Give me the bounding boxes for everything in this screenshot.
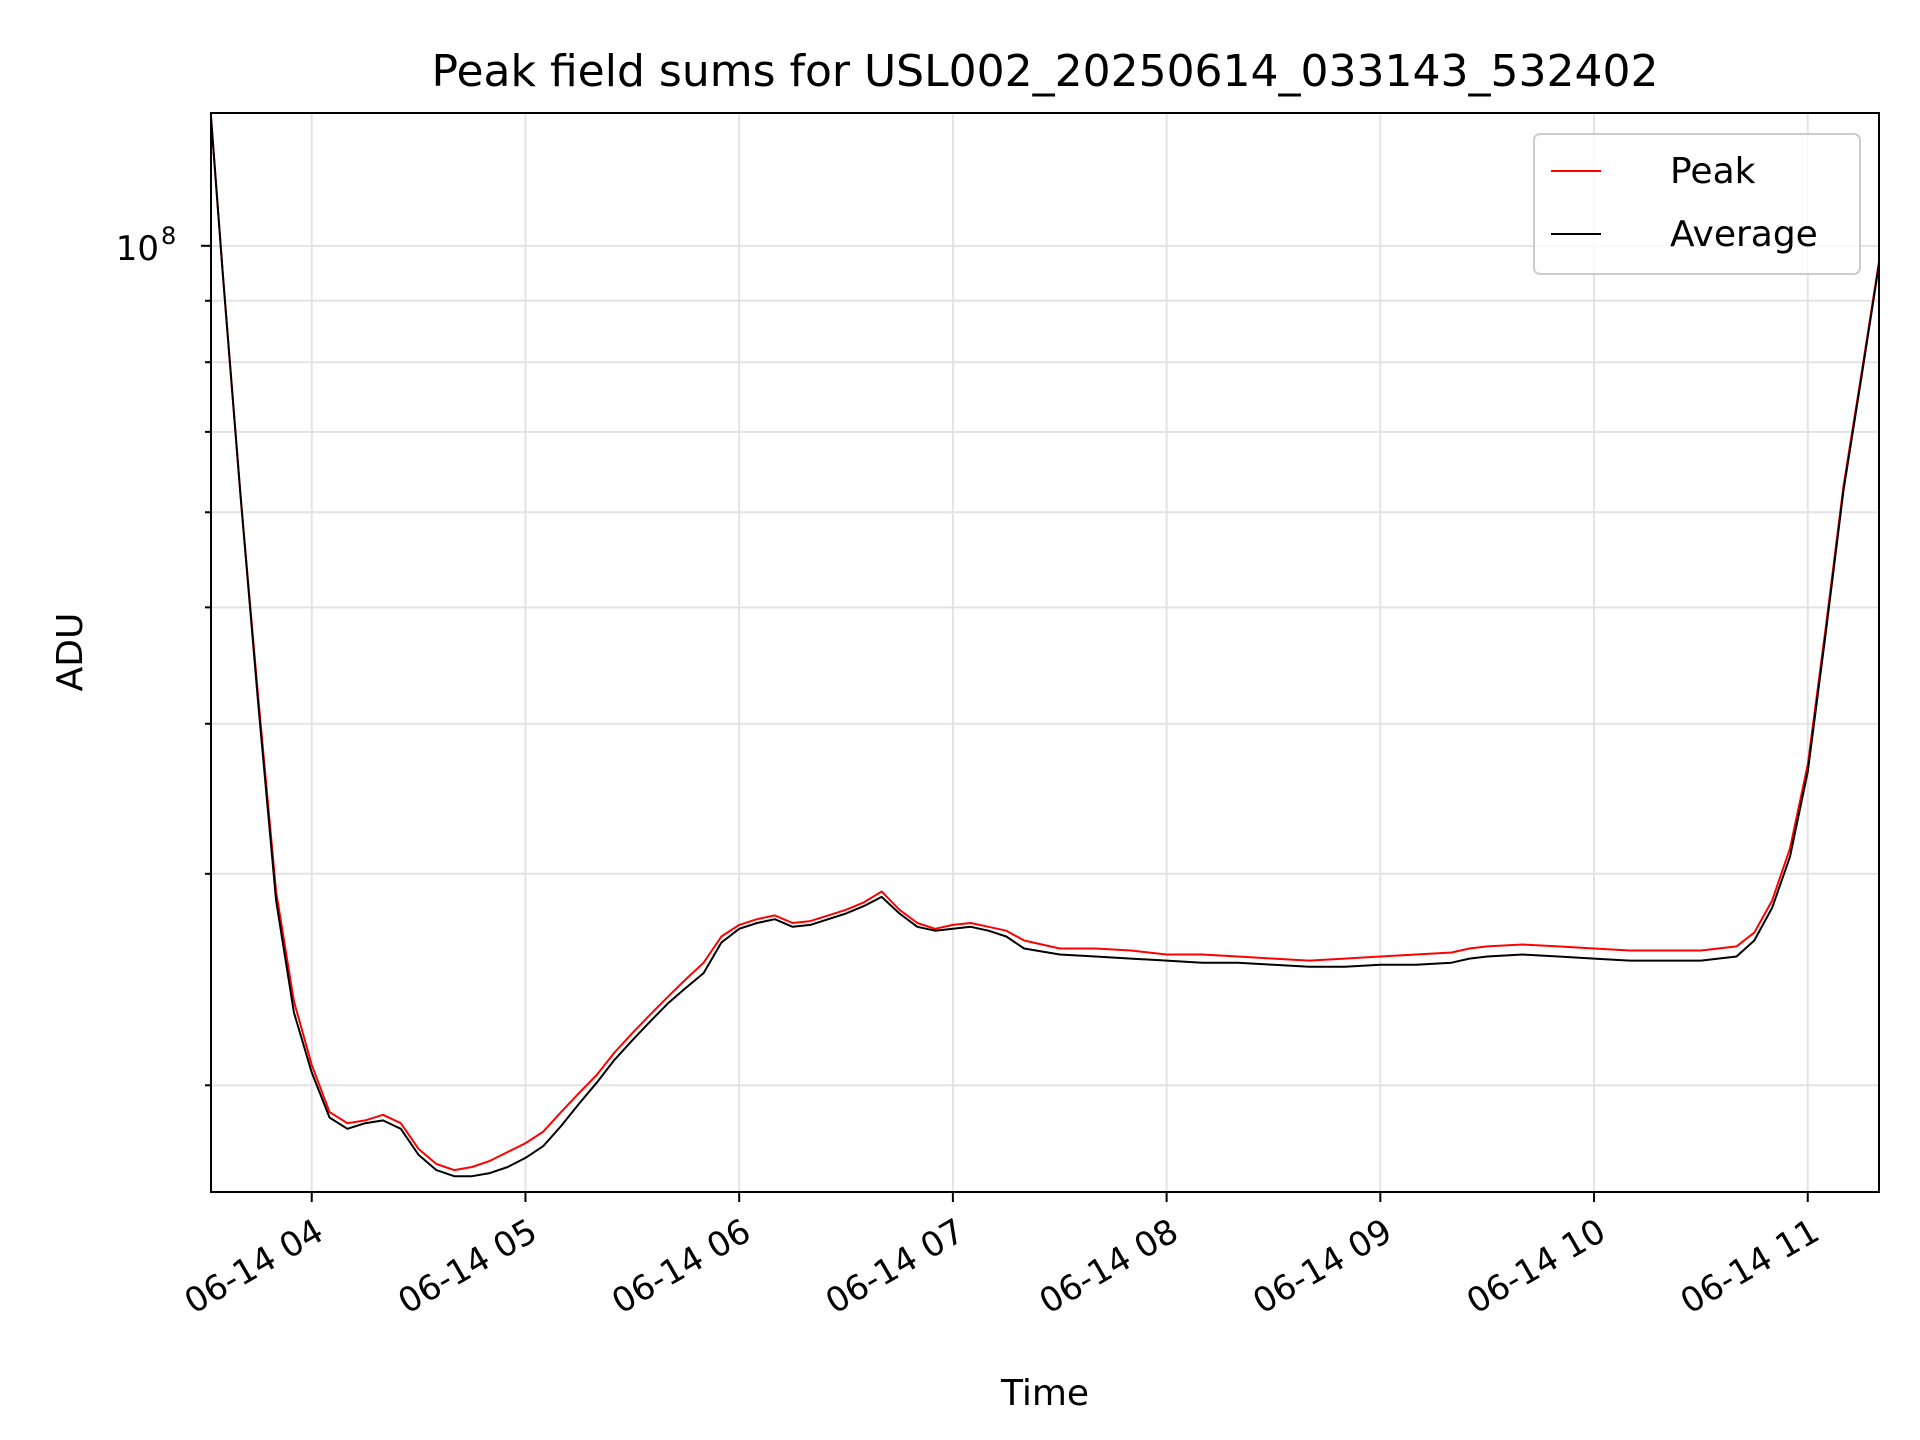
series-line-average xyxy=(210,117,1880,1178)
x-tick-label: 06-14 11 xyxy=(1674,1211,1826,1322)
chart-title: Peak field sums for USL002_20250614_0331… xyxy=(432,46,1659,97)
legend-box xyxy=(1533,133,1861,275)
legend: Peak Average xyxy=(1533,133,1861,275)
y-tick-exponent: 8 xyxy=(161,222,176,250)
x-axis-label: Time xyxy=(1000,1373,1089,1414)
x-tick-label: 06-14 10 xyxy=(1460,1211,1612,1322)
x-tick-label: 06-14 08 xyxy=(1033,1211,1185,1322)
legend-label-average: Average xyxy=(1670,214,1818,255)
plot-area-frame xyxy=(210,112,1880,1193)
tick-layer: 06-14 04 06-14 05 06-14 06 06-14 07 06-14 08… xyxy=(116,222,1827,1322)
x-tick-label: 06-14 09 xyxy=(1246,1211,1398,1322)
legend-label-peak: Peak xyxy=(1670,151,1756,192)
grid-layer xyxy=(211,113,1879,1192)
x-tick-label: 06-14 05 xyxy=(392,1211,544,1322)
x-tick-label: 06-14 04 xyxy=(178,1211,330,1322)
series-layer xyxy=(210,117,1880,1178)
y-tick-label: 10 xyxy=(116,229,159,269)
x-tick-label: 06-14 07 xyxy=(819,1211,971,1322)
x-tick-label: 06-14 06 xyxy=(605,1211,757,1322)
series-line-peak xyxy=(210,117,1880,1172)
y-axis-label: ADU xyxy=(50,613,91,692)
